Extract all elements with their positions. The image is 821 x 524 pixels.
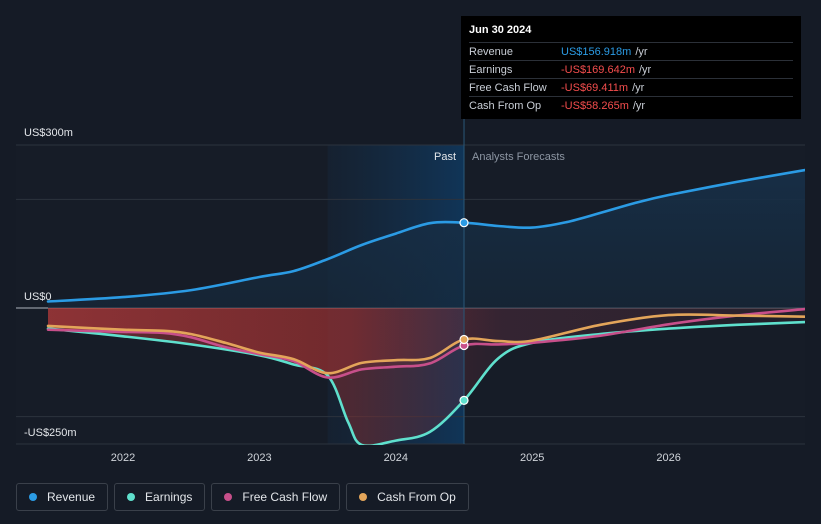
series-areas — [48, 170, 805, 445]
tooltip-unit: /yr — [635, 45, 648, 58]
tooltip-row-cash-from-op: Cash From Op -US$58.265m /yr — [469, 96, 793, 114]
tooltip-row-free-cash-flow: Free Cash Flow -US$69.411m /yr — [469, 78, 793, 96]
tooltip-unit: /yr — [639, 63, 652, 76]
past-label: Past — [434, 151, 456, 163]
y-axis-labels: US$300m US$0 -US$250m — [24, 127, 77, 439]
tooltip-label: Earnings — [469, 63, 513, 76]
current-markers — [459, 218, 469, 405]
legend-item-cash-from-op[interactable]: Cash From Op — [346, 483, 469, 511]
tooltip-value: -US$69.411m — [561, 81, 629, 94]
legend-item-earnings[interactable]: Earnings — [114, 483, 206, 511]
legend-dot-icon — [224, 493, 233, 501]
x-axis-tick-label: 2025 — [520, 452, 544, 464]
tooltip-value: US$156.918m — [561, 45, 632, 58]
tooltip-unit: /yr — [632, 81, 645, 94]
revenue-area — [48, 170, 805, 308]
legend-label: Earnings — [145, 490, 193, 504]
x-axis-tick-label: 2023 — [247, 452, 271, 464]
legend-dot-icon — [29, 493, 37, 501]
revenue-marker — [459, 218, 469, 228]
x-axis-tick-label: 2026 — [656, 452, 680, 464]
legend-label: Cash From Op — [377, 490, 456, 504]
tooltip-value: -US$58.265m — [561, 99, 629, 112]
y-axis-label: -US$250m — [24, 427, 77, 439]
tooltip-row-revenue: Revenue US$156.918m /yr — [469, 42, 793, 60]
legend-label: Free Cash Flow — [242, 490, 328, 504]
chart-legend: Revenue Earnings Free Cash Flow Cash Fro… — [16, 483, 469, 511]
legend-dot-icon — [359, 493, 368, 501]
free-cash-flow-line — [46, 307, 805, 379]
cash-from-op-area — [48, 308, 805, 374]
cash-from-op-marker — [459, 334, 469, 345]
legend-dot-icon — [127, 493, 136, 501]
forecast-label: Analysts Forecasts — [472, 151, 565, 163]
y-axis-label: US$0 — [24, 291, 52, 303]
tooltip-label: Free Cash Flow — [469, 81, 547, 94]
cash-from-op-line — [46, 313, 805, 375]
tooltip-value: -US$169.642m — [561, 63, 635, 76]
earnings-marker — [459, 395, 469, 405]
tooltip-label: Cash From Op — [469, 99, 542, 112]
y-axis-label: US$300m — [24, 127, 73, 139]
legend-item-free-cash-flow[interactable]: Free Cash Flow — [211, 483, 341, 511]
data-tooltip: Jun 30 2024 Revenue US$156.918m /yr Earn… — [461, 16, 801, 119]
tooltip-row-earnings: Earnings -US$169.642m /yr — [469, 60, 793, 78]
tooltip-unit: /yr — [632, 99, 646, 112]
revenue-line — [46, 168, 805, 303]
tooltip-date: Jun 30 2024 — [469, 24, 532, 36]
series-lines — [46, 168, 805, 445]
x-axis-ticks: 2022 2023 2024 2025 2026 — [111, 452, 681, 464]
tooltip-label: Revenue — [469, 45, 514, 58]
legend-label: Revenue — [47, 490, 96, 504]
x-axis-tick-label: 2022 — [111, 452, 135, 464]
legend-item-revenue[interactable]: Revenue — [16, 483, 109, 511]
x-axis-tick-label: 2024 — [384, 452, 408, 464]
